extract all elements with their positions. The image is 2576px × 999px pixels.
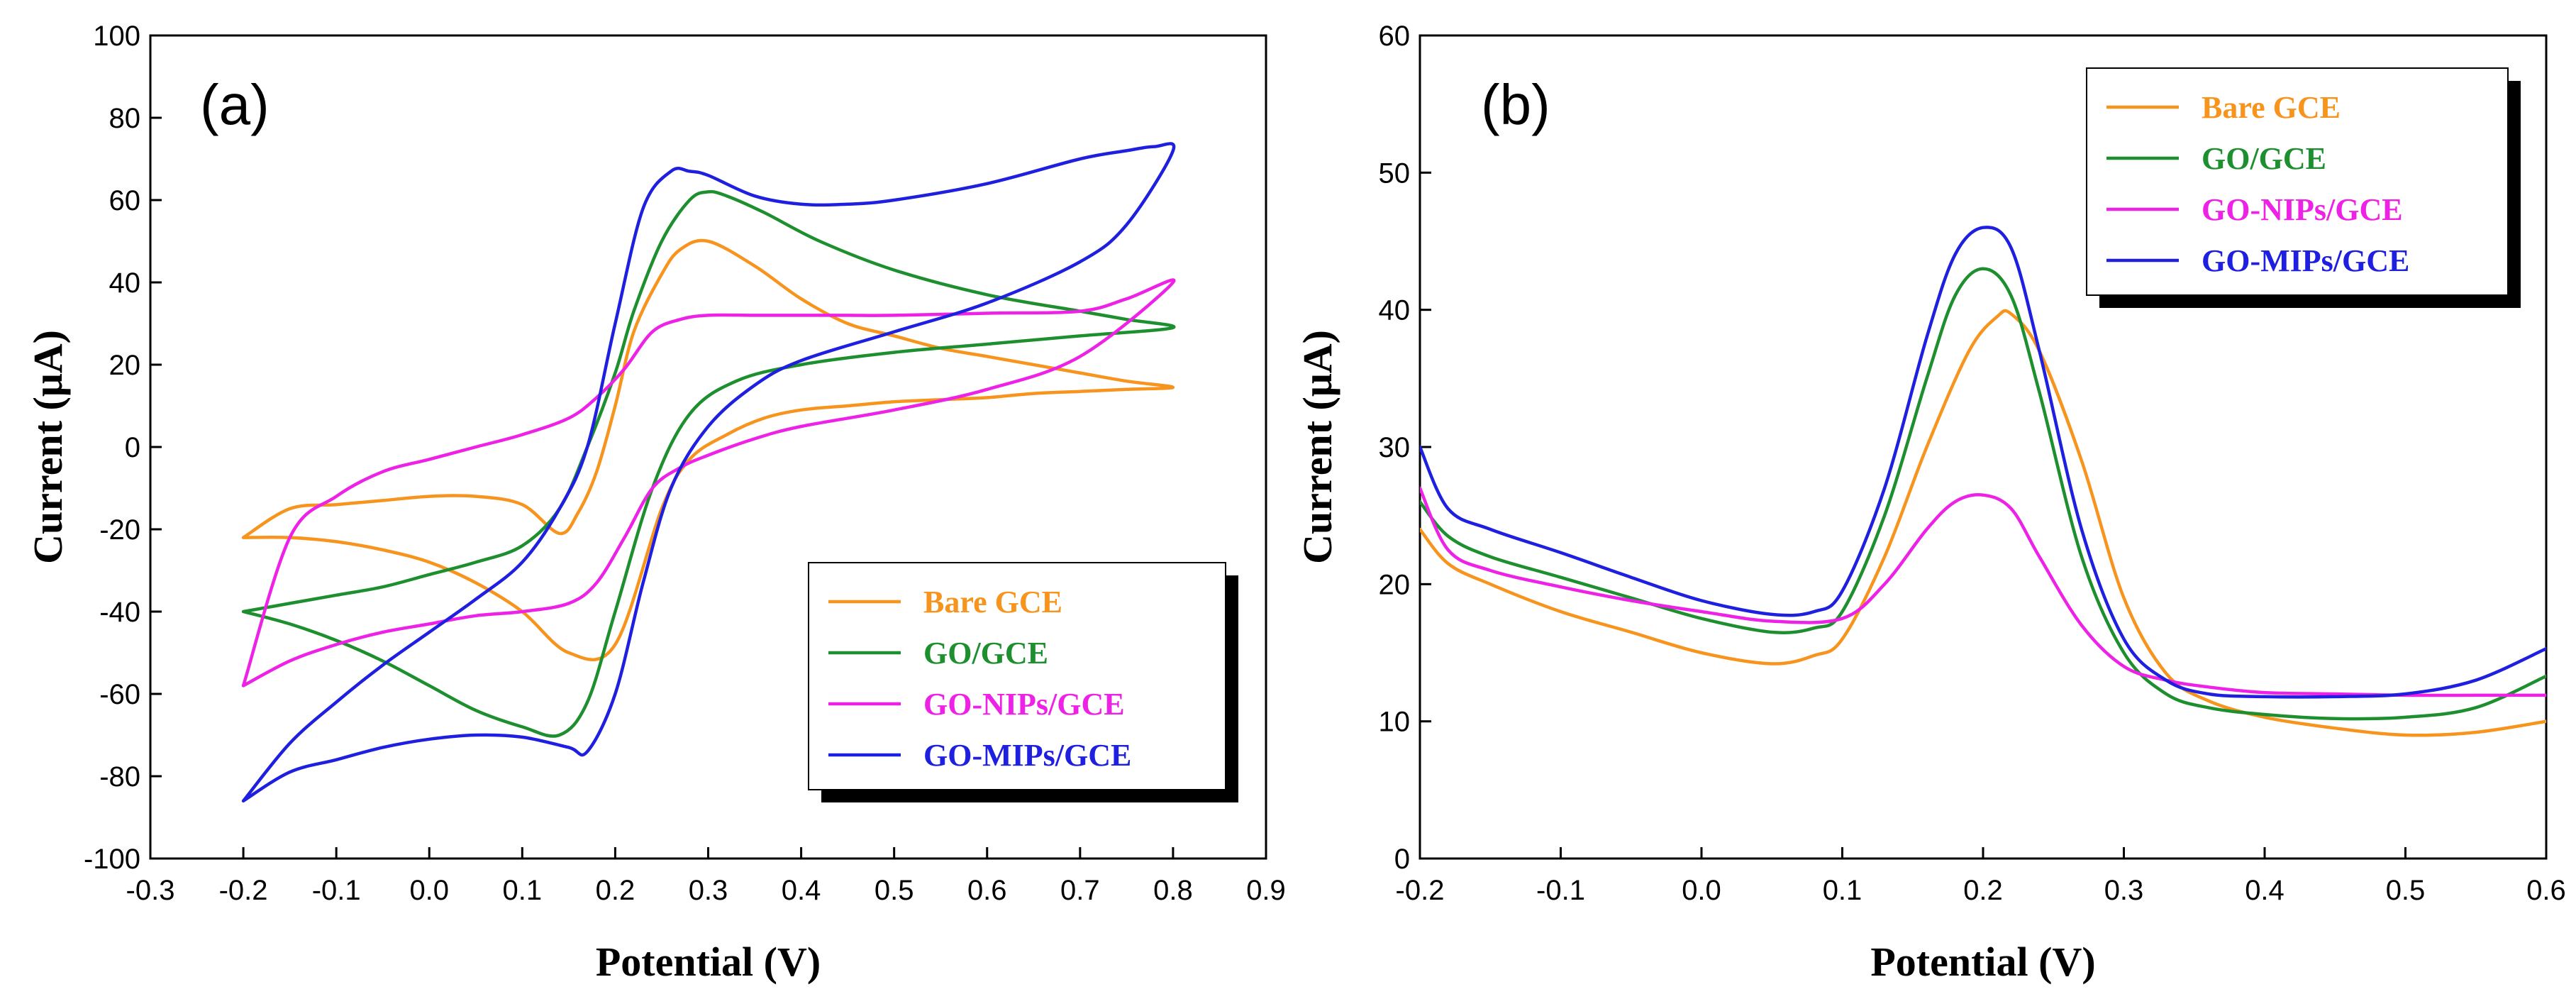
legend-entry: GO-NIPs/GCE (2202, 192, 2403, 227)
y-tick-label: 20 (109, 350, 141, 381)
x-tick-label: 0.2 (596, 875, 635, 906)
y-tick-label: 40 (1379, 295, 1411, 326)
series-line-go-gce (1420, 267, 2546, 721)
x-tick-label: 0.4 (2245, 875, 2284, 906)
x-tick-label: -0.2 (1396, 875, 1445, 906)
x-tick-label: 0.7 (1060, 875, 1100, 906)
y-tick-label: -20 (99, 514, 140, 546)
series-line-bare-gce (1420, 309, 2546, 737)
x-tick-label: 0.1 (1823, 875, 1862, 906)
legend: Bare GCE GO/GCE GO-NIPs/GCE GO-MIPs/GCE (2086, 67, 2521, 308)
legend-entry: Bare GCE (2202, 90, 2341, 125)
legend-entry: GO-NIPs/GCE (923, 687, 1125, 722)
legend-entry: GO/GCE (2202, 141, 2326, 176)
panel-label: (a) (200, 73, 270, 136)
x-tick-label: 0.2 (1963, 875, 2003, 906)
x-tick-label: 0.6 (967, 875, 1007, 906)
y-tick-label: 0 (1394, 844, 1410, 875)
chart-panel-b: -0.2 -0.1 0.0 0.1 0.2 0.3 0.4 0.5 0.6 0 10 20 30 40 50… (1294, 21, 2566, 985)
x-tick-label: 0.1 (503, 875, 543, 906)
series-line-go-nips-gce (1420, 486, 2546, 697)
x-tick-label: -0.3 (126, 875, 175, 906)
series-group (1420, 226, 2546, 737)
y-tick-label: 60 (109, 185, 141, 216)
x-tick-label: 0.3 (2104, 875, 2144, 906)
y-tick-label: 40 (109, 267, 141, 299)
y-tick-label: -80 (99, 761, 140, 793)
x-tick-label: 0.4 (782, 875, 821, 906)
chart-panel-a: -0.3 -0.2 -0.1 0.0 0.1 0.2 0.3 0.4 0.5 0.6 0.7 0.8 0… (25, 21, 1286, 985)
series-group (241, 142, 1176, 803)
y-tick-label: 50 (1379, 158, 1411, 189)
y-tick-label: 10 (1379, 707, 1411, 738)
series-line-go-nips-gce (241, 278, 1176, 688)
y-tick-label: 30 (1379, 432, 1411, 463)
y-tick-label: -40 (99, 597, 140, 628)
y-axis-title: Current (μA) (1294, 330, 1340, 564)
y-tick-label: -100 (84, 844, 140, 875)
x-tick-label: -0.2 (219, 875, 268, 906)
y-tick-label: 0 (125, 432, 140, 463)
y-tick-label: 60 (1379, 21, 1411, 52)
legend-entry: GO-MIPs/GCE (2202, 243, 2409, 278)
y-tick-label: -60 (99, 679, 140, 710)
x-tick-label: 0.5 (875, 875, 914, 906)
x-tick-label: 0.0 (409, 875, 449, 906)
x-tick-label: -0.1 (1536, 875, 1585, 906)
series-line-bare-gce (241, 238, 1175, 662)
legend-entry: Bare GCE (923, 585, 1062, 619)
series-line-go-mips-gce (1420, 226, 2546, 699)
y-tick-label: 100 (93, 21, 140, 52)
y-axis-title: Current (μA) (25, 330, 71, 564)
x-tick-label: 0.3 (689, 875, 728, 906)
series-line-go-mips-gce (241, 142, 1176, 803)
y-tick-label: 20 (1379, 569, 1411, 600)
x-tick-label: 0.9 (1246, 875, 1286, 906)
x-tick-label: 0.0 (1682, 875, 1721, 906)
x-axis-title: Potential (V) (1870, 939, 2095, 985)
x-axis-title: Potential (V) (596, 939, 821, 985)
legend-entry: GO/GCE (923, 636, 1048, 670)
legend: Bare GCE GO/GCE GO-NIPs/GCE GO-MIPs/GCE (808, 562, 1238, 802)
x-tick-label: 0.6 (2526, 875, 2566, 906)
legend-entry: GO-MIPs/GCE (923, 738, 1131, 773)
x-tick-label: 0.8 (1153, 875, 1193, 906)
x-tick-label: -0.1 (312, 875, 361, 906)
x-tick-label: 0.5 (2386, 875, 2426, 906)
panel-label: (b) (1481, 73, 1550, 136)
y-tick-label: 80 (109, 103, 141, 134)
